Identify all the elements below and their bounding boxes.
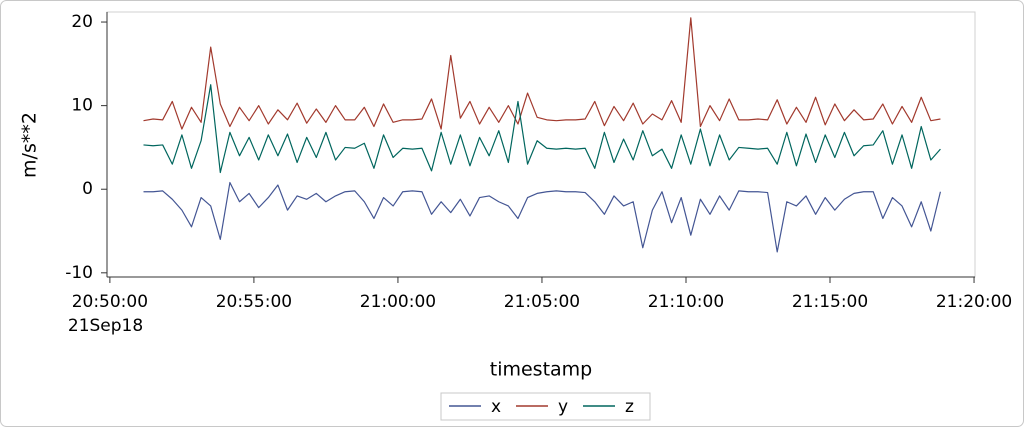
legend-label: y bbox=[558, 397, 568, 417]
x-tick-label: 21:20:00 bbox=[936, 292, 1012, 312]
x-tick-label: 20:55:00 bbox=[216, 292, 292, 312]
x-tick-label: 20:50:00 bbox=[72, 292, 148, 312]
series-line bbox=[143, 17, 941, 130]
y-tick-label: 10 bbox=[71, 96, 93, 116]
y-axis-label: m/s**2 bbox=[19, 112, 41, 178]
x-tick-label: 21:15:00 bbox=[792, 292, 868, 312]
x-axis-label: timestamp bbox=[490, 359, 593, 381]
x-tick-label: 21:00:00 bbox=[360, 292, 436, 312]
x-tick-label: 21:10:00 bbox=[648, 292, 724, 312]
y-tick-label: 0 bbox=[82, 179, 93, 199]
legend-label: x bbox=[491, 397, 501, 417]
y-tick-label: -10 bbox=[65, 263, 93, 283]
y-tick-label: 20 bbox=[71, 12, 93, 32]
x-tick-sublabel: 21Sep18 bbox=[68, 316, 143, 336]
series-line bbox=[143, 84, 941, 174]
legend-label: z bbox=[625, 397, 634, 417]
x-tick-label: 21:05:00 bbox=[504, 292, 580, 312]
series-line bbox=[143, 181, 942, 253]
